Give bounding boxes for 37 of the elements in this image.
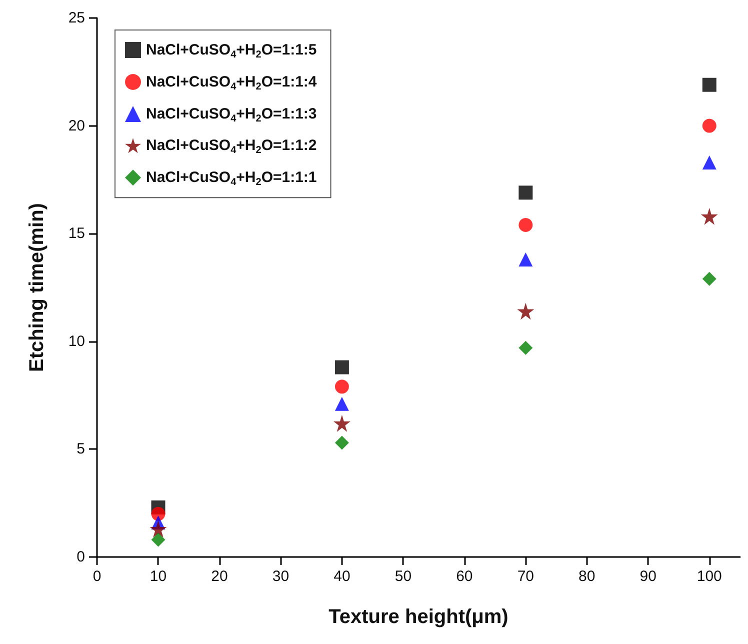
point: [518, 186, 533, 200]
point: [334, 380, 349, 394]
point: [518, 218, 533, 232]
point: [517, 302, 534, 320]
point: [700, 208, 718, 225]
x-axis-title: Texture height(μm): [328, 606, 508, 628]
y-tick-label: 5: [76, 440, 85, 458]
point: [151, 532, 166, 547]
point: [518, 340, 533, 355]
y-axis-title: Etching time(min): [26, 203, 48, 372]
point: [334, 360, 349, 374]
y-tick-label: 0: [76, 548, 85, 566]
x-tick-label: 100: [696, 568, 722, 585]
point: [702, 155, 716, 170]
y-tick-label: 20: [68, 117, 85, 134]
point: [702, 272, 716, 286]
point: [702, 118, 716, 133]
point: [334, 436, 349, 450]
y-tick-label: 10: [68, 332, 85, 350]
x-tick-label: 70: [517, 568, 534, 585]
point: [518, 252, 533, 266]
x-tick-label: 20: [211, 568, 228, 585]
point: [151, 506, 166, 521]
point: [334, 396, 349, 411]
x-tick-label: 90: [640, 568, 656, 585]
x-tick-label: 30: [272, 568, 290, 585]
x-tick-label: 0: [92, 568, 102, 585]
point: [333, 414, 350, 432]
x-tick-label: 50: [394, 568, 412, 585]
x-tick-label: 80: [578, 568, 596, 585]
point: [702, 78, 716, 92]
x-tick-label: 60: [456, 568, 473, 585]
y-tick-label: 25: [68, 10, 85, 26]
point: [150, 520, 167, 538]
x-tick-label: 10: [150, 568, 167, 585]
x-tick-label: 40: [334, 568, 350, 585]
y-tick-label: 15: [68, 225, 85, 242]
